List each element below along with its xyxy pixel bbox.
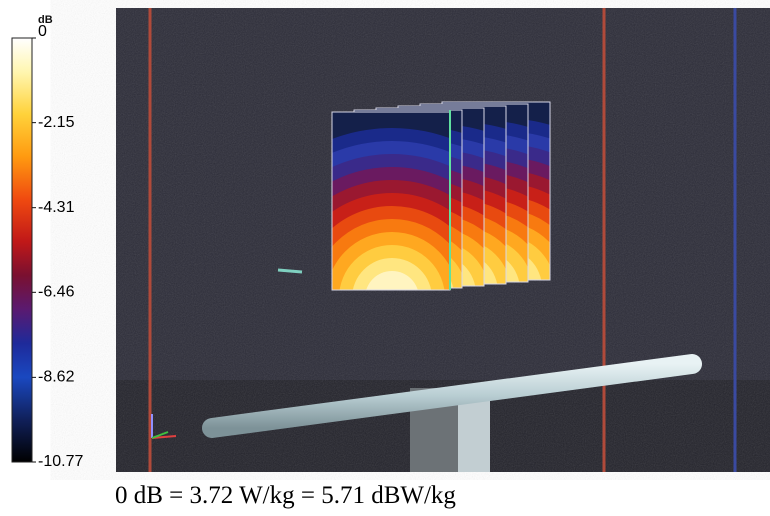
rod — [202, 354, 702, 438]
tick-label: -2.15 — [38, 114, 75, 131]
probe-mark — [277, 268, 303, 274]
band — [366, 271, 418, 290]
sar-cube — [331, 101, 551, 291]
tick-label: -8.62 — [38, 369, 75, 386]
tick-label: -4.31 — [38, 199, 75, 216]
figure: dB 0 -2.15 -4.31 -6.46 -8.62 -10.77 — [11, 8, 770, 472]
caption: 0 dB = 3.72 W/kg = 5.71 dBW/kg — [115, 482, 456, 509]
slice — [332, 112, 450, 290]
tick-label: 0 — [38, 23, 47, 40]
colorbar — [11, 37, 33, 463]
tick-label: -10.77 — [38, 453, 83, 470]
colorbar-unit: dB — [38, 14, 53, 26]
tick-label: -6.46 — [38, 284, 75, 301]
axes-icon — [151, 414, 177, 439]
